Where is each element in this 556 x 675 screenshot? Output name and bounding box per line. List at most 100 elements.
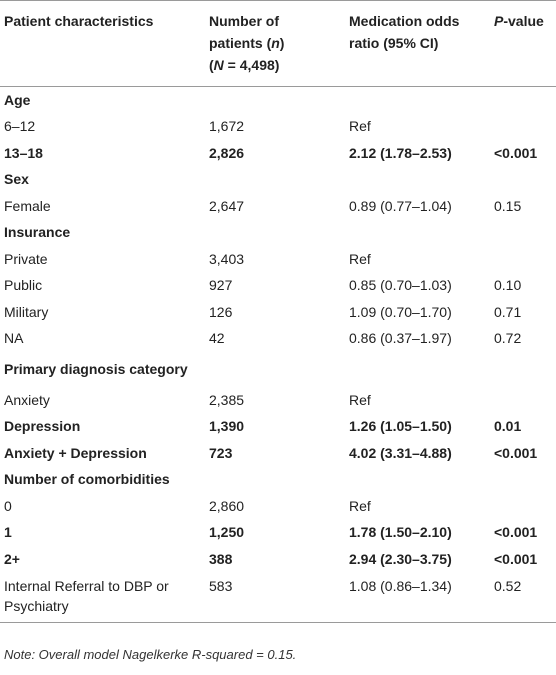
empty-cell bbox=[345, 352, 490, 387]
row-label: Anxiety + Depression bbox=[4, 444, 147, 461]
p-value bbox=[490, 387, 556, 414]
table-row: Female 2,647 0.89 (0.77–1.04) 0.15 bbox=[0, 193, 556, 220]
header-patient-characteristics: Patient characteristics bbox=[0, 0, 205, 87]
odds-ratio: 0.86 (0.37–1.97) bbox=[349, 330, 452, 347]
patient-count: 723 bbox=[209, 444, 233, 461]
patient-count: 2,385 bbox=[209, 391, 245, 408]
empty-cell bbox=[205, 352, 345, 387]
section-row: Number of comorbidities bbox=[0, 466, 556, 493]
patient-count: 1,250 bbox=[209, 524, 245, 541]
p-value: 0.10 bbox=[494, 277, 522, 294]
p-value: 0.52 bbox=[494, 578, 522, 594]
p-value: 0.15 bbox=[494, 197, 522, 214]
empty-cell bbox=[205, 87, 345, 114]
p-value bbox=[490, 246, 556, 273]
empty-cell bbox=[205, 219, 345, 246]
section-row: Insurance bbox=[0, 219, 556, 246]
patient-count: 2,826 bbox=[209, 144, 245, 161]
results-table: Patient characteristics Number of patien… bbox=[0, 0, 556, 622]
row-label: 2+ bbox=[4, 550, 20, 567]
table-row: 1 1,250 1.78 (1.50–2.10) <0.001 bbox=[0, 519, 556, 546]
table-row: 2+ 388 2.94 (2.30–3.75) <0.001 bbox=[0, 546, 556, 573]
row-label: Depression bbox=[4, 418, 81, 435]
p-value bbox=[490, 493, 556, 520]
empty-cell bbox=[345, 166, 490, 193]
odds-ratio: Ref bbox=[349, 497, 371, 514]
section-label: Age bbox=[4, 92, 31, 108]
table-row: 6–12 1,672 Ref bbox=[0, 113, 556, 140]
row-label: NA bbox=[4, 330, 24, 347]
empty-cell bbox=[345, 219, 490, 246]
empty-cell bbox=[490, 219, 556, 246]
empty-cell bbox=[490, 352, 556, 387]
patient-count: 1,390 bbox=[209, 418, 245, 435]
odds-ratio: 0.89 (0.77–1.04) bbox=[349, 197, 452, 214]
empty-cell bbox=[490, 166, 556, 193]
empty-cell bbox=[345, 466, 490, 493]
empty-cell bbox=[490, 466, 556, 493]
odds-ratio: Ref bbox=[349, 250, 371, 267]
odds-ratio: Ref bbox=[349, 118, 371, 135]
table-row: Internal Referral to DBP or Psychiatry 58… bbox=[0, 572, 556, 622]
patient-count: 126 bbox=[209, 303, 233, 320]
patient-count: 2,860 bbox=[209, 497, 245, 514]
row-label: Anxiety bbox=[4, 391, 50, 408]
header-number-of-patients: Number of patients (n) (N = 4,498) bbox=[205, 0, 345, 87]
odds-ratio: 1.08 (0.86–1.34) bbox=[349, 578, 452, 594]
section-row: Primary diagnosis category bbox=[0, 352, 556, 387]
p-value: 0.71 bbox=[494, 303, 522, 320]
row-label: Internal Referral to DBP or Psychiatry bbox=[4, 578, 169, 614]
table-row: Anxiety + Depression 723 4.02 (3.31–4.88) <… bbox=[0, 440, 556, 467]
section-row: Sex bbox=[0, 166, 556, 193]
table-header-row: Patient characteristics Number of patien… bbox=[0, 0, 556, 87]
odds-ratio: Ref bbox=[349, 391, 371, 408]
patient-count: 42 bbox=[209, 330, 225, 347]
p-value: 0.72 bbox=[494, 330, 522, 347]
row-label: Public bbox=[4, 277, 43, 294]
odds-ratio: 1.09 (0.70–1.70) bbox=[349, 303, 452, 320]
section-label: Primary diagnosis category bbox=[4, 361, 188, 377]
row-label: 1 bbox=[4, 524, 12, 541]
table-note: Note: Overall model Nagelkerke R-squared… bbox=[4, 647, 297, 662]
p-value: <0.001 bbox=[494, 524, 538, 541]
row-label: 6–12 bbox=[4, 118, 36, 135]
odds-ratio: 2.94 (2.30–3.75) bbox=[349, 550, 452, 567]
odds-ratio: 1.78 (1.50–2.10) bbox=[349, 524, 452, 541]
table-body: Age 6–12 1,672 Ref 13–18 2,826 2.12 (1.78–2.53… bbox=[0, 87, 556, 622]
p-value: <0.001 bbox=[494, 444, 538, 461]
odds-ratio: 1.26 (1.05–1.50) bbox=[349, 418, 452, 435]
patient-count: 3,403 bbox=[209, 250, 245, 267]
patient-count: 1,672 bbox=[209, 118, 245, 135]
odds-ratio: 0.85 (0.70–1.03) bbox=[349, 277, 452, 294]
patient-count: 2,647 bbox=[209, 197, 245, 214]
odds-ratio: 2.12 (1.78–2.53) bbox=[349, 144, 452, 161]
p-value: <0.001 bbox=[494, 550, 538, 567]
empty-cell bbox=[205, 166, 345, 193]
section-label: Sex bbox=[4, 171, 29, 188]
section-label: Number of comorbidities bbox=[4, 471, 170, 488]
patient-count: 388 bbox=[209, 550, 233, 567]
patient-count: 927 bbox=[209, 277, 233, 294]
empty-cell bbox=[490, 87, 556, 114]
row-label: 0 bbox=[4, 497, 12, 514]
empty-cell bbox=[205, 466, 345, 493]
row-label: Military bbox=[4, 303, 49, 320]
patient-count: 583 bbox=[209, 578, 233, 594]
table-row: Military 126 1.09 (0.70–1.70) 0.71 bbox=[0, 299, 556, 326]
table-row: NA 42 0.86 (0.37–1.97) 0.72 bbox=[0, 325, 556, 352]
header-p-value: P-value bbox=[490, 0, 556, 87]
table-row: Public 927 0.85 (0.70–1.03) 0.10 bbox=[0, 272, 556, 299]
p-value: 0.01 bbox=[494, 418, 522, 435]
row-label: 13–18 bbox=[4, 144, 43, 161]
table-row: 0 2,860 Ref bbox=[0, 493, 556, 520]
odds-ratio: 4.02 (3.31–4.88) bbox=[349, 444, 452, 461]
p-value bbox=[490, 113, 556, 140]
row-label: Female bbox=[4, 197, 51, 214]
empty-cell bbox=[345, 87, 490, 114]
header-odds-ratio: Medication odds ratio (95% CI) bbox=[345, 0, 490, 87]
section-label: Insurance bbox=[4, 224, 71, 241]
table-row: Anxiety 2,385 Ref bbox=[0, 387, 556, 414]
row-label: Private bbox=[4, 250, 48, 267]
p-value: <0.001 bbox=[494, 144, 538, 161]
